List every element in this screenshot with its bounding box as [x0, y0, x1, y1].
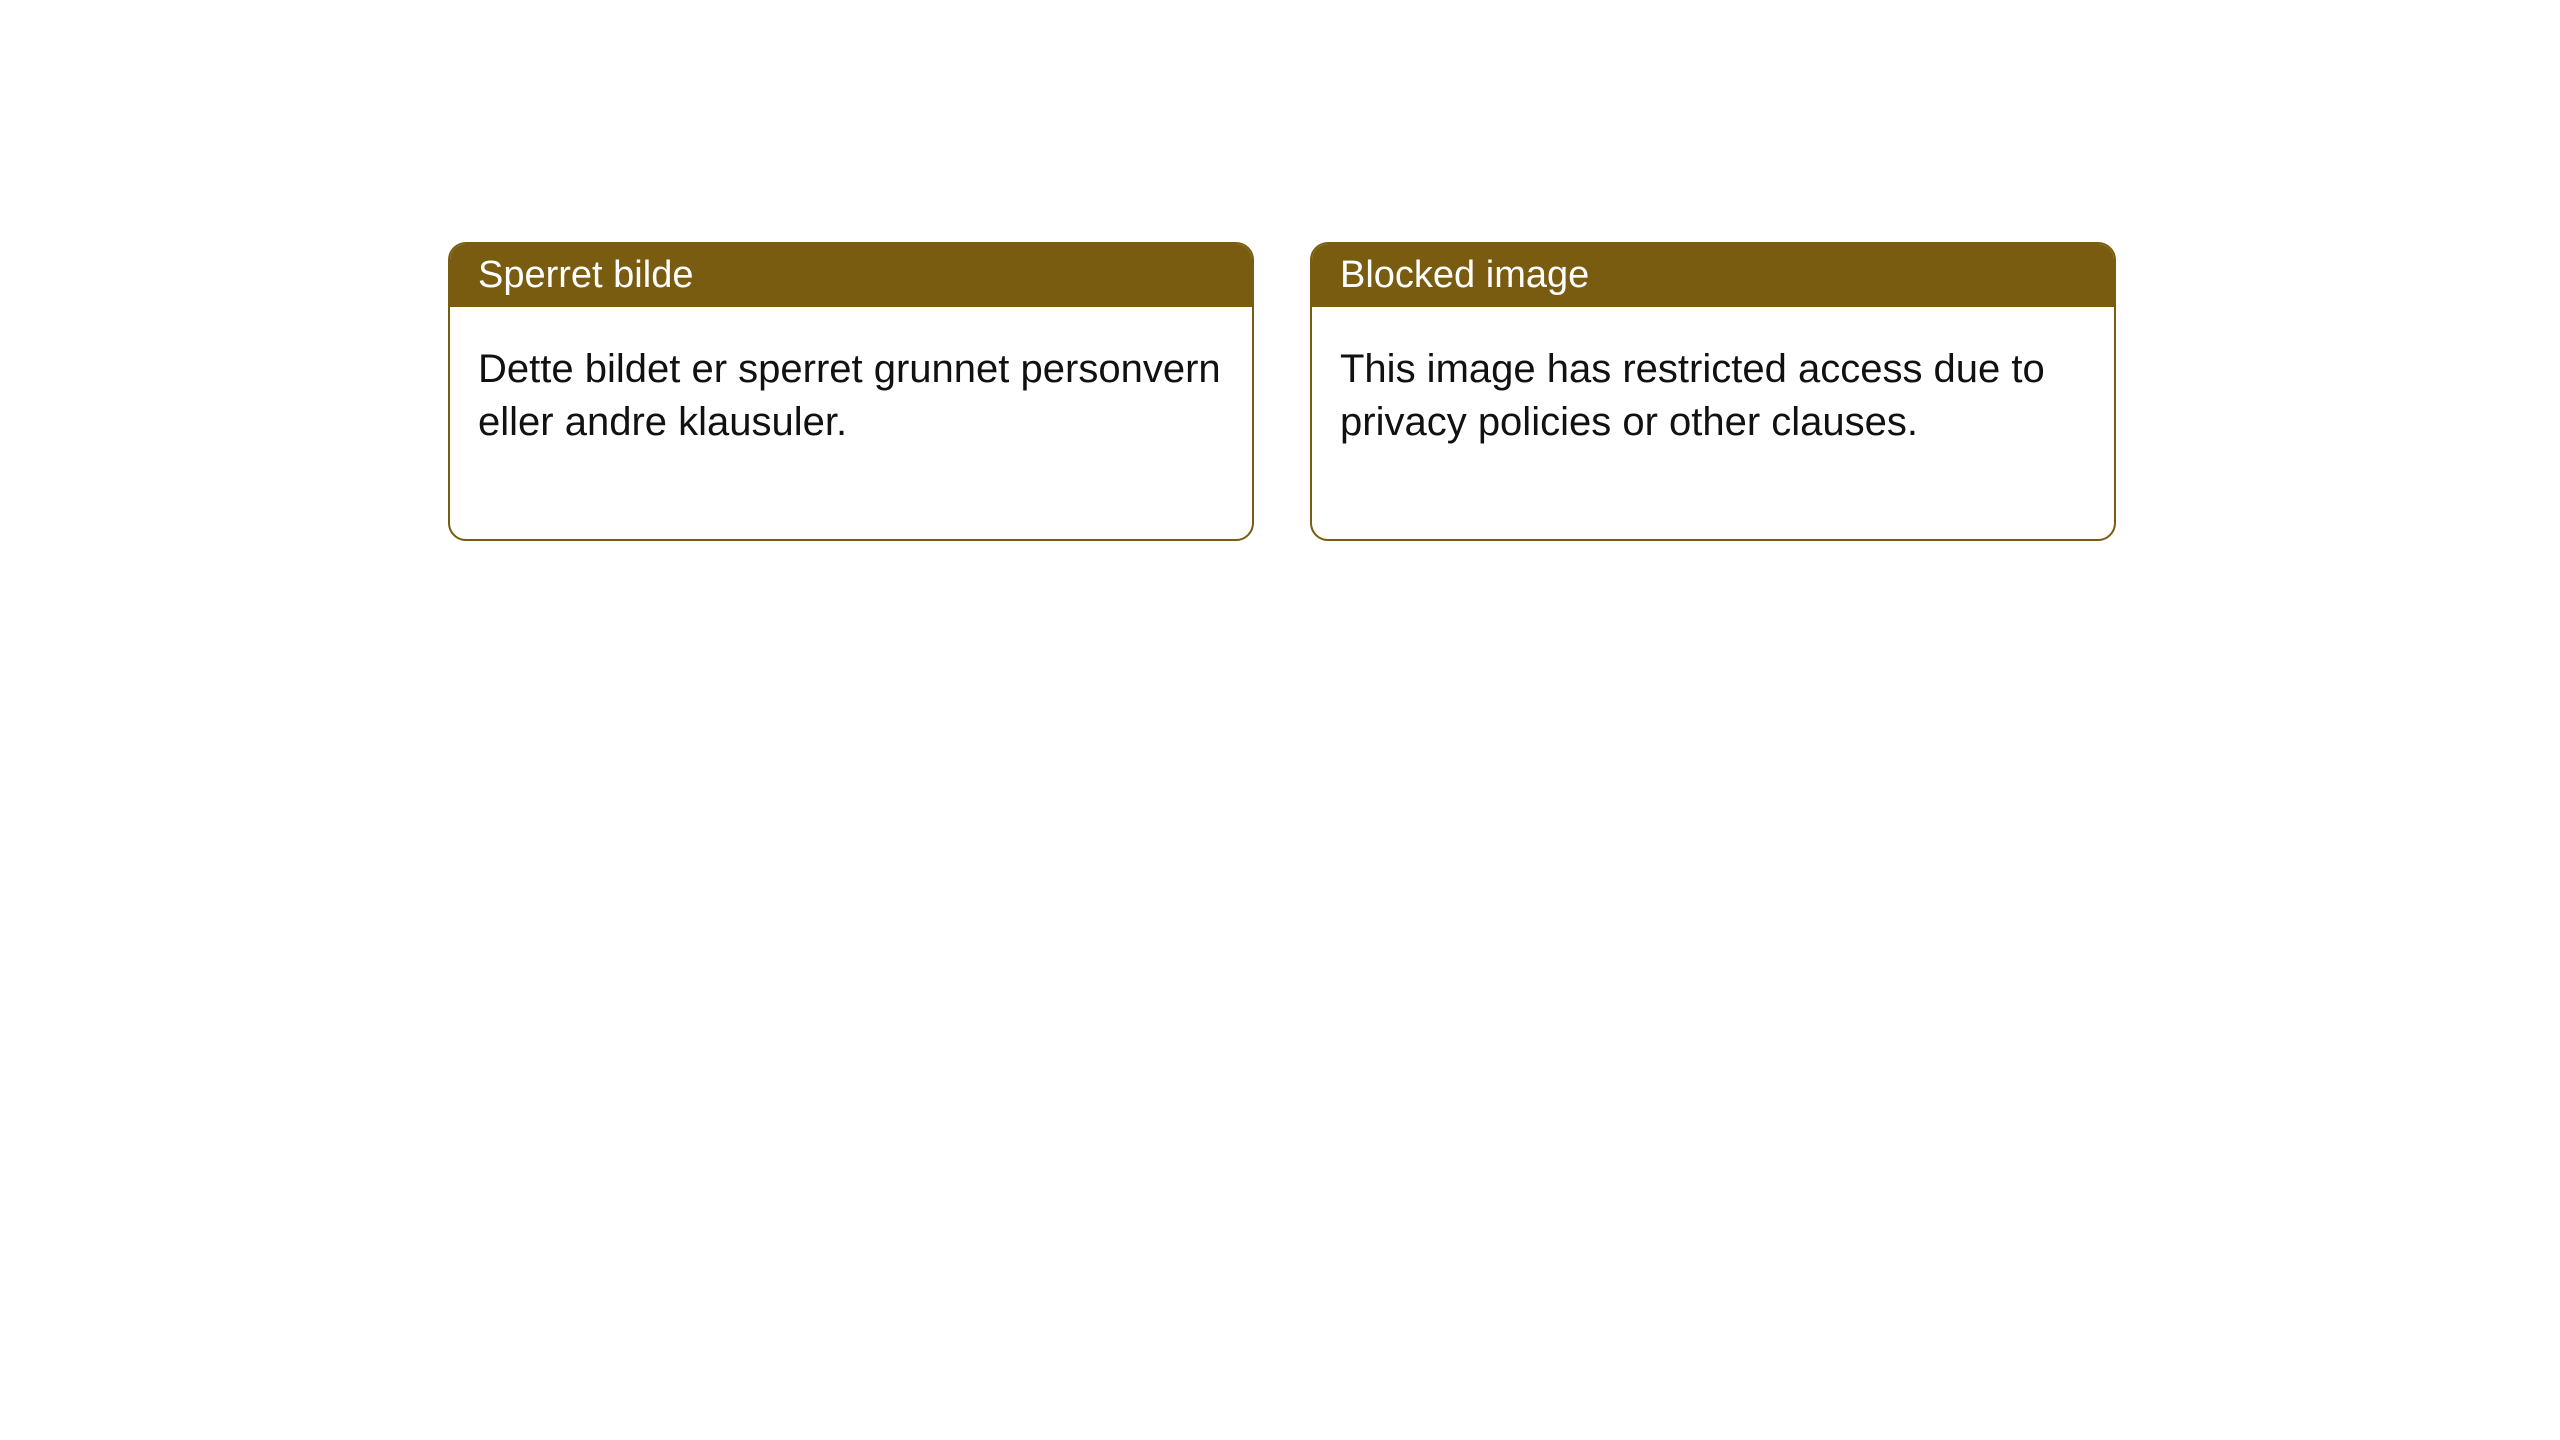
- notice-cards-row: Sperret bilde Dette bildet er sperret gr…: [0, 0, 2560, 541]
- notice-card-no: Sperret bilde Dette bildet er sperret gr…: [448, 242, 1254, 541]
- notice-card-title: Blocked image: [1312, 244, 2114, 307]
- notice-card-body: Dette bildet er sperret grunnet personve…: [450, 307, 1252, 539]
- notice-card-en: Blocked image This image has restricted …: [1310, 242, 2116, 541]
- notice-card-body: This image has restricted access due to …: [1312, 307, 2114, 539]
- notice-card-title: Sperret bilde: [450, 244, 1252, 307]
